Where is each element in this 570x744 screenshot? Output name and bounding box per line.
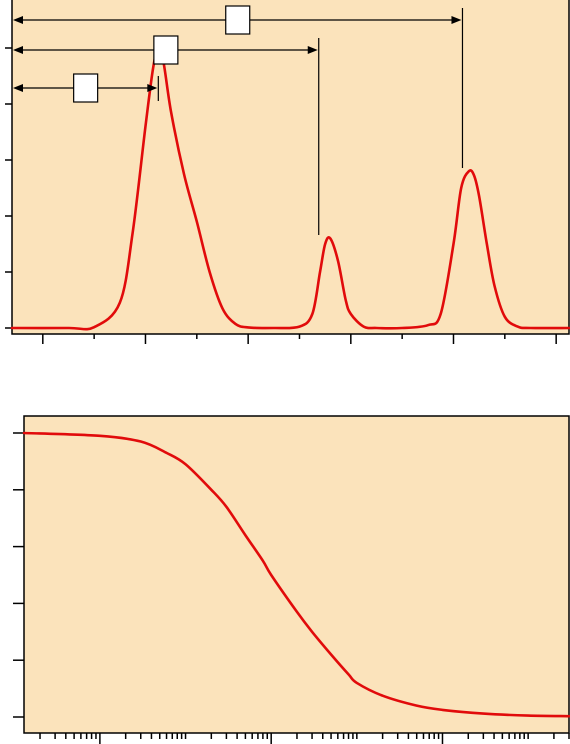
label-box bbox=[225, 5, 251, 35]
arrowhead-left bbox=[13, 16, 23, 24]
label-box bbox=[153, 35, 179, 65]
bottom-y-ticks bbox=[13, 432, 24, 718]
top-y-ticks bbox=[5, 47, 12, 329]
arrowhead-left bbox=[13, 46, 23, 54]
arrowhead-right bbox=[307, 46, 318, 54]
bottom-series-line bbox=[22, 431, 570, 718]
bottom-plot-area bbox=[23, 415, 570, 734]
top-chart bbox=[5, 0, 570, 344]
arrowhead-left bbox=[13, 84, 23, 92]
top-plot-area bbox=[11, 0, 570, 335]
top-x-ticks bbox=[42, 334, 557, 344]
arrowhead-right bbox=[147, 84, 158, 92]
bottom-x-ticks bbox=[39, 733, 570, 744]
peak-annotations bbox=[13, 5, 464, 235]
label-box bbox=[73, 73, 99, 103]
arrowhead-right bbox=[451, 16, 462, 24]
bottom-chart bbox=[13, 415, 570, 744]
